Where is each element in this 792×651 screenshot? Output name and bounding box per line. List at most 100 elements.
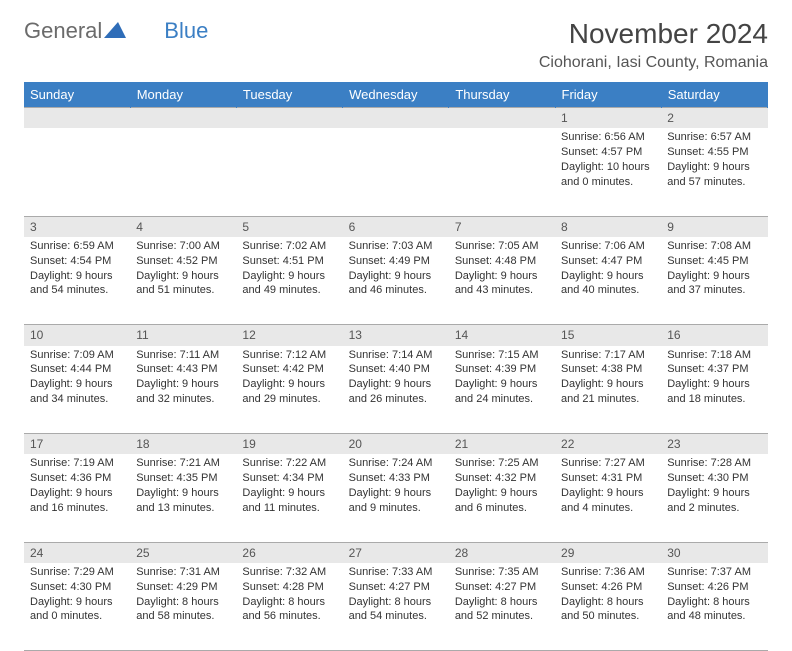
day-number: 9 — [661, 217, 767, 237]
day-cell: Sunrise: 7:24 AMSunset: 4:33 PMDaylight:… — [343, 454, 449, 542]
day-header: Sunday — [24, 82, 130, 108]
day-cell: Sunrise: 6:56 AMSunset: 4:57 PMDaylight:… — [555, 128, 661, 216]
daylight-text: and 49 minutes. — [242, 283, 336, 298]
daynum-cell: 15 — [555, 325, 661, 346]
daylight-text: Daylight: 9 hours — [455, 486, 549, 501]
sunset-text: Sunset: 4:35 PM — [136, 471, 230, 486]
daylight-text: Daylight: 9 hours — [667, 269, 761, 284]
day-number: 27 — [343, 543, 449, 563]
daylight-text: and 18 minutes. — [667, 392, 761, 407]
sunrise-text: Sunrise: 7:00 AM — [136, 239, 230, 254]
day-number: 7 — [449, 217, 555, 237]
daynum-row: 3456789 — [24, 216, 768, 237]
day-cell: Sunrise: 7:03 AMSunset: 4:49 PMDaylight:… — [343, 237, 449, 325]
sunrise-text: Sunrise: 7:22 AM — [242, 456, 336, 471]
daynum-cell: 18 — [130, 434, 236, 455]
sunset-text: Sunset: 4:28 PM — [242, 580, 336, 595]
logo-text-general: General — [24, 18, 102, 44]
daynum-cell: 22 — [555, 434, 661, 455]
day-cell: Sunrise: 7:31 AMSunset: 4:29 PMDaylight:… — [130, 563, 236, 651]
sunset-text: Sunset: 4:49 PM — [349, 254, 443, 269]
sunset-text: Sunset: 4:42 PM — [242, 362, 336, 377]
page-title: November 2024 — [539, 18, 768, 50]
day-cell: Sunrise: 6:57 AMSunset: 4:55 PMDaylight:… — [661, 128, 767, 216]
sunrise-text: Sunrise: 6:59 AM — [30, 239, 124, 254]
daylight-text: and 37 minutes. — [667, 283, 761, 298]
sunrise-text: Sunrise: 6:56 AM — [561, 130, 655, 145]
day-number: 26 — [236, 543, 342, 563]
sunset-text: Sunset: 4:57 PM — [561, 145, 655, 160]
day-cell: Sunrise: 7:05 AMSunset: 4:48 PMDaylight:… — [449, 237, 555, 325]
week-row: Sunrise: 6:59 AMSunset: 4:54 PMDaylight:… — [24, 237, 768, 325]
sunrise-text: Sunrise: 7:17 AM — [561, 348, 655, 363]
daylight-text: Daylight: 8 hours — [561, 595, 655, 610]
sunrise-text: Sunrise: 7:35 AM — [455, 565, 549, 580]
day-number: 4 — [130, 217, 236, 237]
sunrise-text: Sunrise: 7:27 AM — [561, 456, 655, 471]
daynum-cell: 21 — [449, 434, 555, 455]
daynum-cell — [343, 108, 449, 129]
sunrise-text: Sunrise: 7:03 AM — [349, 239, 443, 254]
sunset-text: Sunset: 4:48 PM — [455, 254, 549, 269]
daylight-text: and 13 minutes. — [136, 501, 230, 516]
day-cell: Sunrise: 6:59 AMSunset: 4:54 PMDaylight:… — [24, 237, 130, 325]
sunrise-text: Sunrise: 7:21 AM — [136, 456, 230, 471]
sunset-text: Sunset: 4:30 PM — [667, 471, 761, 486]
sunset-text: Sunset: 4:47 PM — [561, 254, 655, 269]
week-row: Sunrise: 7:09 AMSunset: 4:44 PMDaylight:… — [24, 346, 768, 434]
day-cell: Sunrise: 7:22 AMSunset: 4:34 PMDaylight:… — [236, 454, 342, 542]
logo-text-blue: Blue — [164, 18, 208, 44]
day-number: 28 — [449, 543, 555, 563]
sunrise-text: Sunrise: 7:14 AM — [349, 348, 443, 363]
day-number: 16 — [661, 325, 767, 345]
daynum-cell: 12 — [236, 325, 342, 346]
sunset-text: Sunset: 4:37 PM — [667, 362, 761, 377]
sunrise-text: Sunrise: 7:32 AM — [242, 565, 336, 580]
daylight-text: and 26 minutes. — [349, 392, 443, 407]
daylight-text: and 29 minutes. — [242, 392, 336, 407]
day-number: 12 — [236, 325, 342, 345]
day-cell: Sunrise: 7:19 AMSunset: 4:36 PMDaylight:… — [24, 454, 130, 542]
daynum-cell: 10 — [24, 325, 130, 346]
calendar-table: Sunday Monday Tuesday Wednesday Thursday… — [24, 82, 768, 651]
daylight-text: and 34 minutes. — [30, 392, 124, 407]
daylight-text: Daylight: 9 hours — [30, 486, 124, 501]
day-cell — [130, 128, 236, 216]
sunset-text: Sunset: 4:34 PM — [242, 471, 336, 486]
daynum-cell: 29 — [555, 542, 661, 563]
daylight-text: and 46 minutes. — [349, 283, 443, 298]
sunrise-text: Sunrise: 7:19 AM — [30, 456, 124, 471]
sunset-text: Sunset: 4:27 PM — [349, 580, 443, 595]
day-header: Saturday — [661, 82, 767, 108]
day-cell: Sunrise: 7:02 AMSunset: 4:51 PMDaylight:… — [236, 237, 342, 325]
daynum-row: 17181920212223 — [24, 434, 768, 455]
day-cell — [449, 128, 555, 216]
day-cell — [24, 128, 130, 216]
week-row: Sunrise: 7:29 AMSunset: 4:30 PMDaylight:… — [24, 563, 768, 651]
daynum-cell: 2 — [661, 108, 767, 129]
daylight-text: Daylight: 9 hours — [136, 269, 230, 284]
sunrise-text: Sunrise: 7:02 AM — [242, 239, 336, 254]
day-cell: Sunrise: 7:29 AMSunset: 4:30 PMDaylight:… — [24, 563, 130, 651]
day-cell — [343, 128, 449, 216]
daynum-row: 24252627282930 — [24, 542, 768, 563]
daylight-text: Daylight: 8 hours — [455, 595, 549, 610]
daylight-text: Daylight: 9 hours — [561, 377, 655, 392]
sunrise-text: Sunrise: 7:31 AM — [136, 565, 230, 580]
week-row: Sunrise: 7:19 AMSunset: 4:36 PMDaylight:… — [24, 454, 768, 542]
sunset-text: Sunset: 4:26 PM — [561, 580, 655, 595]
daylight-text: Daylight: 9 hours — [561, 269, 655, 284]
daynum-cell: 30 — [661, 542, 767, 563]
day-cell: Sunrise: 7:25 AMSunset: 4:32 PMDaylight:… — [449, 454, 555, 542]
daynum-cell — [130, 108, 236, 129]
logo-triangle-icon — [104, 20, 126, 43]
sunrise-text: Sunrise: 7:36 AM — [561, 565, 655, 580]
daylight-text: and 57 minutes. — [667, 175, 761, 190]
day-number: 22 — [555, 434, 661, 454]
daylight-text: Daylight: 9 hours — [561, 486, 655, 501]
daylight-text: Daylight: 9 hours — [30, 269, 124, 284]
daylight-text: Daylight: 8 hours — [136, 595, 230, 610]
day-number: 19 — [236, 434, 342, 454]
daylight-text: and 16 minutes. — [30, 501, 124, 516]
sunrise-text: Sunrise: 7:24 AM — [349, 456, 443, 471]
